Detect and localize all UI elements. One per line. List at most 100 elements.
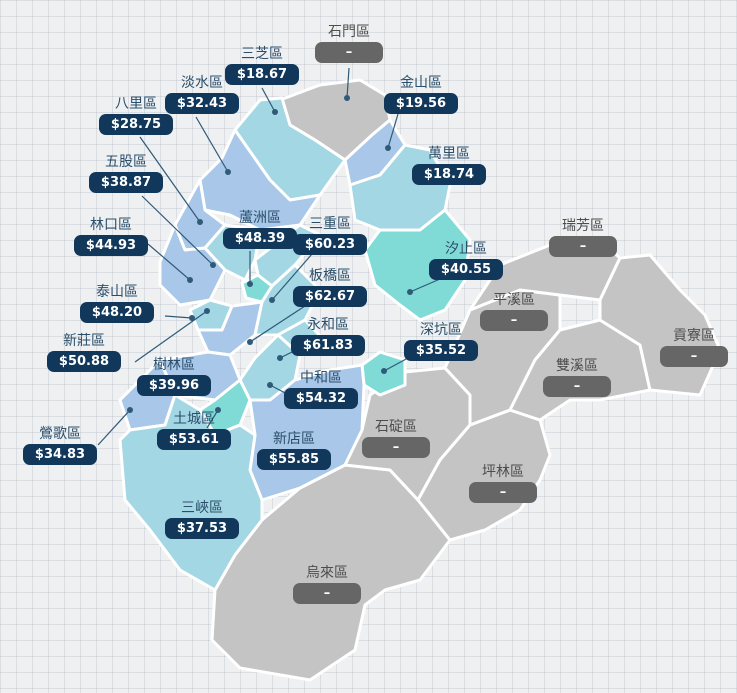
dot-wugu: [210, 262, 216, 268]
leader-bali: [139, 136, 201, 223]
price-pill: –: [549, 236, 617, 257]
label-bali[interactable]: 八里區 $28.75: [99, 96, 173, 135]
price-pill: $19.56: [384, 93, 458, 114]
price-pill: $40.55: [429, 259, 503, 280]
dot-shimen: [344, 95, 350, 101]
district-name: 烏來區: [306, 565, 348, 581]
dot-zhonghe: [267, 382, 273, 388]
dot-banqiao: [247, 339, 253, 345]
district-name: 貢寮區: [673, 328, 715, 344]
leader-tucheng: [206, 409, 219, 429]
leader-dots: [127, 95, 413, 413]
label-yingge[interactable]: 鶯歌區 $34.83: [23, 426, 97, 465]
price-pill: $55.85: [257, 449, 331, 470]
price-pill: –: [293, 583, 361, 604]
price-pill: $48.20: [80, 302, 154, 323]
district-name: 中和區: [300, 370, 342, 386]
price-pill: $18.67: [225, 64, 299, 85]
dot-tamsui: [225, 169, 231, 175]
district-name: 新莊區: [63, 333, 105, 349]
label-wugu[interactable]: 五股區 $38.87: [89, 154, 163, 193]
leader-taishan: [164, 315, 193, 319]
label-gongliao[interactable]: 貢寮區 –: [660, 328, 728, 367]
label-taishan[interactable]: 泰山區 $48.20: [80, 284, 154, 323]
district-name: 坪林區: [482, 464, 524, 480]
region-xizhi[interactable]: [363, 208, 472, 322]
leader-shenkeng: [383, 357, 409, 372]
district-name: 深坑區: [420, 322, 462, 338]
district-name: 五股區: [105, 154, 147, 170]
district-name: 樹林區: [153, 357, 195, 373]
dot-luzhou: [247, 281, 253, 287]
price-pill: $28.75: [99, 114, 173, 135]
district-name: 八里區: [115, 96, 157, 112]
price-pill: –: [362, 437, 430, 458]
label-ruifang[interactable]: 瑞芳區 –: [549, 218, 617, 257]
dot-jinshan: [385, 145, 391, 151]
leader-yingge: [97, 409, 131, 446]
label-yonghe[interactable]: 永和區 $61.83: [291, 317, 365, 356]
label-banqiao[interactable]: 板橋區 $62.67: [293, 268, 367, 307]
district-name: 淡水區: [181, 75, 223, 91]
label-tucheng[interactable]: 土城區 $53.61: [157, 411, 231, 450]
leader-jinshan: [387, 113, 399, 149]
price-pill: –: [660, 346, 728, 367]
district-name: 三芝區: [241, 46, 283, 62]
leader-shimen: [346, 67, 350, 99]
region-tamsui[interactable]: [198, 128, 322, 232]
price-pill: $48.39: [223, 228, 297, 249]
label-pingxi[interactable]: 平溪區 –: [480, 292, 548, 331]
label-wulai[interactable]: 烏來區 –: [293, 565, 361, 604]
label-wanli[interactable]: 萬里區 $18.74: [412, 146, 486, 185]
label-luzhou[interactable]: 蘆洲區 $48.39: [223, 210, 297, 249]
label-shimen[interactable]: 石門區 –: [315, 24, 383, 63]
price-pill: –: [469, 482, 537, 503]
label-shulin[interactable]: 樹林區 $39.96: [137, 357, 211, 396]
district-name: 林口區: [90, 217, 132, 233]
district-name: 三峽區: [181, 500, 223, 516]
label-shenkeng[interactable]: 深坑區 $35.52: [404, 322, 478, 361]
leader-wugu: [141, 195, 214, 266]
label-xinzhuang[interactable]: 新莊區 $50.88: [47, 333, 121, 372]
label-shiding[interactable]: 石碇區 –: [362, 419, 430, 458]
price-pill: $35.52: [404, 340, 478, 361]
label-xizhi[interactable]: 汐止區 $40.55: [429, 241, 503, 280]
leader-lines: [97, 67, 441, 446]
dot-shenkeng: [381, 368, 387, 374]
dot-sanzhi: [272, 109, 278, 115]
district-name: 石門區: [328, 24, 370, 40]
leader-xinzhuang: [134, 310, 208, 363]
district-name: 三重區: [309, 216, 351, 232]
region-pinglin[interactable]: [416, 408, 552, 542]
district-name: 雙溪區: [556, 358, 598, 374]
price-pill: $60.23: [293, 234, 367, 255]
price-pill: $62.67: [293, 286, 367, 307]
price-pill: $61.83: [291, 335, 365, 356]
label-jinshan[interactable]: 金山區 $19.56: [384, 75, 458, 114]
district-name: 萬里區: [428, 146, 470, 162]
price-pill: $37.53: [165, 518, 239, 539]
district-name: 蘆洲區: [239, 210, 281, 226]
district-name: 平溪區: [493, 292, 535, 308]
district-name: 板橋區: [309, 268, 351, 284]
label-sanchong[interactable]: 三重區 $60.23: [293, 216, 367, 255]
dot-sanchong: [269, 297, 275, 303]
label-xindian[interactable]: 新店區 $55.85: [257, 431, 331, 470]
price-pill: $32.43: [165, 93, 239, 114]
label-pinglin[interactable]: 坪林區 –: [469, 464, 537, 503]
district-name: 鶯歌區: [39, 426, 81, 442]
label-linkou[interactable]: 林口區 $44.93: [74, 217, 148, 256]
label-sanxia[interactable]: 三峽區 $37.53: [165, 500, 239, 539]
price-pill: $44.93: [74, 235, 148, 256]
district-name: 土城區: [173, 411, 215, 427]
dot-yingge: [127, 407, 133, 413]
price-pill: –: [543, 376, 611, 397]
label-tamsui[interactable]: 淡水區 $32.43: [165, 75, 239, 114]
price-pill: $50.88: [47, 351, 121, 372]
label-sanzhi[interactable]: 三芝區 $18.67: [225, 46, 299, 85]
label-zhonghe[interactable]: 中和區 $54.32: [284, 370, 358, 409]
dot-linkou: [187, 277, 193, 283]
price-pill: $54.32: [284, 388, 358, 409]
label-shuangxi[interactable]: 雙溪區 –: [543, 358, 611, 397]
price-pill: –: [315, 42, 383, 63]
